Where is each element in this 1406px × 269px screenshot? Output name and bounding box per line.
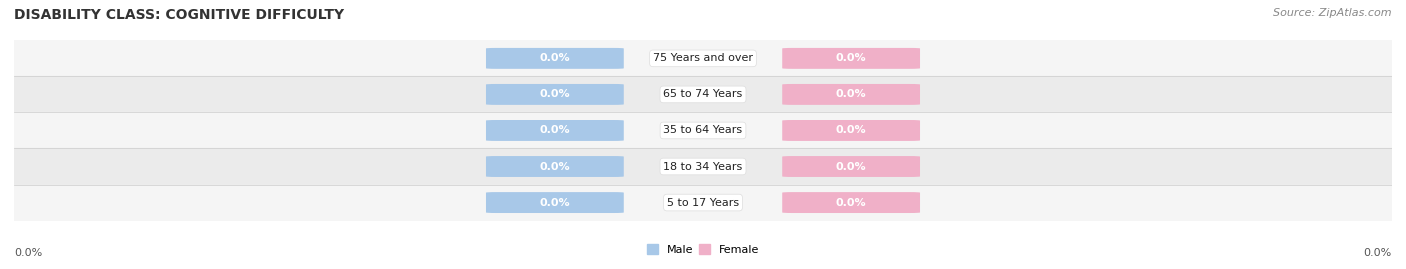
Bar (14, 76, 1392, 112)
Text: 35 to 64 Years: 35 to 64 Years (664, 125, 742, 136)
Bar (14, 185, 1392, 221)
Text: 0.0%: 0.0% (835, 197, 866, 208)
Bar (14, 148, 1392, 185)
Text: 18 to 34 Years: 18 to 34 Years (664, 161, 742, 172)
Text: 0.0%: 0.0% (540, 125, 571, 136)
FancyBboxPatch shape (486, 84, 624, 105)
FancyBboxPatch shape (486, 192, 624, 213)
Text: 0.0%: 0.0% (540, 53, 571, 63)
Text: DISABILITY CLASS: COGNITIVE DIFFICULTY: DISABILITY CLASS: COGNITIVE DIFFICULTY (14, 8, 344, 22)
Text: 0.0%: 0.0% (835, 89, 866, 100)
FancyBboxPatch shape (486, 48, 624, 69)
Text: 0.0%: 0.0% (835, 161, 866, 172)
FancyBboxPatch shape (782, 192, 920, 213)
Text: 0.0%: 0.0% (835, 125, 866, 136)
Text: 0.0%: 0.0% (14, 248, 42, 258)
Text: 75 Years and over: 75 Years and over (652, 53, 754, 63)
Text: Source: ZipAtlas.com: Source: ZipAtlas.com (1274, 8, 1392, 18)
FancyBboxPatch shape (486, 156, 624, 177)
Text: 0.0%: 0.0% (540, 197, 571, 208)
Text: 0.0%: 0.0% (835, 53, 866, 63)
Legend: Male, Female: Male, Female (647, 244, 759, 255)
Text: 65 to 74 Years: 65 to 74 Years (664, 89, 742, 100)
Text: 0.0%: 0.0% (1364, 248, 1392, 258)
Text: 0.0%: 0.0% (540, 89, 571, 100)
FancyBboxPatch shape (782, 120, 920, 141)
Bar (14, 112, 1392, 148)
Bar (14, 40, 1392, 76)
FancyBboxPatch shape (486, 120, 624, 141)
FancyBboxPatch shape (782, 48, 920, 69)
FancyBboxPatch shape (782, 156, 920, 177)
Text: 0.0%: 0.0% (540, 161, 571, 172)
Text: 5 to 17 Years: 5 to 17 Years (666, 197, 740, 208)
FancyBboxPatch shape (782, 84, 920, 105)
